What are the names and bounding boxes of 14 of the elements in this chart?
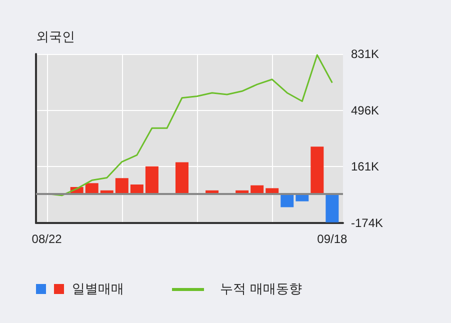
bar	[115, 178, 128, 194]
legend-label: 일별매매	[72, 281, 124, 298]
chart-title: 외국인	[36, 29, 75, 46]
legend-label: 누적 매매동향	[220, 281, 302, 298]
bar	[326, 194, 339, 222]
y-tick-label: 161K	[351, 160, 380, 174]
x-tick-label: 09/18	[317, 232, 348, 246]
x-tick-label: 08/22	[32, 232, 62, 246]
y-tick-label: 496K	[351, 103, 380, 118]
bar	[175, 162, 188, 194]
bar	[310, 146, 324, 194]
y-tick-label: -174K	[351, 216, 384, 230]
y-tick-label: 831K	[351, 47, 380, 61]
bar	[145, 166, 158, 194]
